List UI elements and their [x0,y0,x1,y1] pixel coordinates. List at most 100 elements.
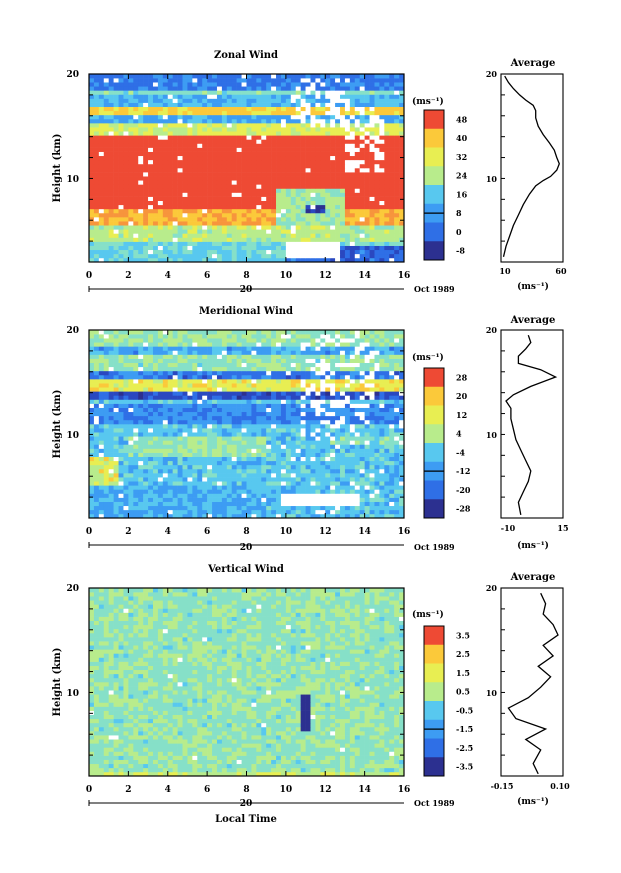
heatmap-cell [295,237,301,242]
heatmap-cell [148,123,154,128]
heatmap-cell [167,86,173,91]
heatmap-cell [143,74,149,79]
heatmap-cell [379,131,385,136]
heatmap-cell [93,217,100,222]
heatmap-cell [379,192,385,197]
heatmap-cell [389,196,395,201]
heatmap-cell [103,509,109,515]
heatmap-cell [300,127,306,132]
heatmap-cell [172,176,178,181]
heatmap-cell [133,94,139,99]
heatmap-cell [285,411,292,417]
heatmap-cell [231,407,237,413]
heatmap-cell [231,98,237,103]
heatmap-cell [221,217,228,222]
heatmap-cell [93,399,100,404]
heatmap-cell [349,196,356,201]
heatmap-cell [374,245,380,251]
heatmap-cell [389,180,395,185]
heatmap-cell [374,257,380,262]
heatmap-cell [305,233,311,238]
heatmap-cell [320,110,326,116]
heatmap-cell [280,139,287,144]
heatmap-cell [226,131,233,136]
heatmap-cell [251,118,257,124]
heatmap-cell [374,237,380,242]
heatmap-cell [226,233,233,238]
heatmap-cell [379,452,385,457]
heatmap-cell [320,135,326,140]
heatmap-cell [354,123,360,128]
heatmap-cell [108,493,114,498]
heatmap-cell [93,497,100,502]
heatmap-cell [207,163,213,169]
heatmap-cell [108,403,114,408]
heatmap-cell [256,200,262,206]
heatmap-cell [236,147,242,152]
heatmap-cell [226,155,233,161]
heatmap-cell [128,513,134,518]
heatmap-cell [364,428,370,433]
heatmap-cell [182,217,188,222]
heatmap-cell [241,127,247,132]
heatmap-cell [192,114,198,120]
heatmap-cell [143,131,149,136]
heatmap-cell [98,509,105,515]
heatmap-cell [221,98,228,103]
heatmap-cell [285,241,292,246]
heatmap-cell [310,432,316,437]
heatmap-cell [162,444,169,449]
heatmap-cell [167,188,173,193]
heatmap-cell [133,163,139,169]
heatmap-cell [349,139,356,144]
heatmap-cell [152,395,159,400]
heatmap-cell [167,225,173,230]
heatmap-cell [290,106,297,112]
heatmap-cell [103,497,109,502]
heatmap-cell [221,432,228,437]
heatmap-cell [152,245,159,251]
heatmap-cell [128,468,134,474]
heatmap-cell [182,151,188,157]
heatmap-cell [285,163,292,169]
heatmap-cell [290,208,297,214]
heatmap-cell [212,489,218,494]
heatmap-cell [236,473,242,478]
heatmap-cell [384,411,390,417]
heatmap-cell [192,436,198,441]
heatmap-cell [369,172,375,177]
heatmap-cell [241,399,247,404]
heatmap-cell [300,168,306,173]
heatmap-cell [108,114,114,120]
heatmap-cell [241,489,247,494]
heatmap-cell [138,489,144,494]
heatmap-cell [231,151,237,157]
heatmap-cell [379,102,385,107]
heatmap-cell [236,391,242,396]
heatmap-cell [167,428,173,433]
heatmap-cell [113,102,119,107]
heatmap-cell [310,114,316,120]
heatmap-cell [310,436,316,441]
heatmap-cell [207,180,213,185]
heatmap-cell [118,493,124,498]
heatmap-cell [320,419,326,425]
heatmap-cell [354,403,360,408]
heatmap-cell [359,196,365,201]
heatmap-cell [202,245,208,251]
heatmap-cell [335,411,341,417]
heatmap-cell [364,94,370,99]
heatmap-cell [280,237,287,242]
heatmap-cell [389,184,395,189]
heatmap-cell [271,86,277,91]
heatmap-cell [202,229,208,234]
heatmap-cell [197,229,203,234]
heatmap-cell [187,204,193,210]
heatmap-cell [340,131,346,136]
heatmap-cell [374,102,380,107]
heatmap-cell [280,118,287,124]
heatmap-cell [305,74,311,79]
heatmap-cell [271,468,277,474]
heatmap-cell [349,403,356,408]
heatmap-cell [108,74,114,79]
